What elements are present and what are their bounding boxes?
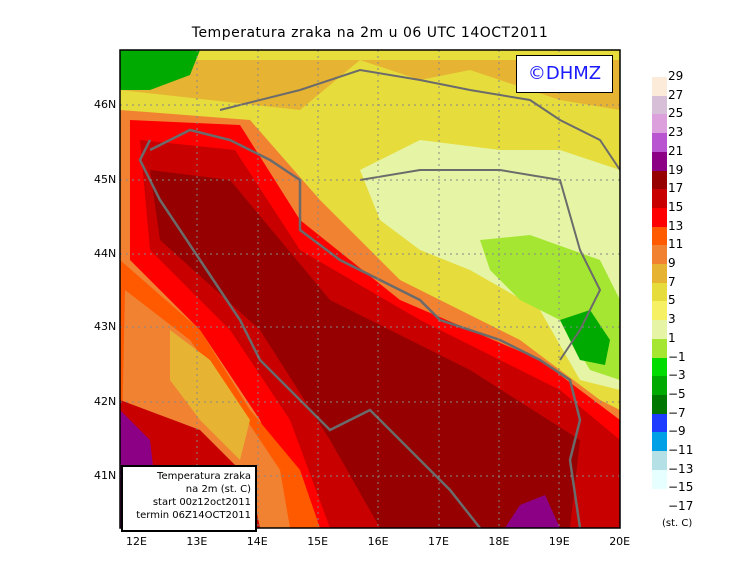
legend-swatch bbox=[652, 394, 667, 415]
legend-swatch bbox=[652, 376, 667, 396]
legend-swatch bbox=[652, 320, 667, 340]
y-tick-label: 42N bbox=[94, 395, 117, 408]
legend-swatch bbox=[652, 207, 667, 228]
dhmz-logo: ©DHMZ bbox=[516, 55, 613, 93]
legend-swatch bbox=[652, 432, 667, 452]
legend-label: 23 bbox=[668, 125, 684, 140]
map-frame bbox=[119, 49, 621, 529]
legend-swatch bbox=[652, 357, 667, 377]
y-tick-label: 43N bbox=[94, 320, 117, 333]
legend-swatch bbox=[652, 170, 667, 190]
info-line: Temperatura zraka bbox=[157, 471, 251, 482]
legend-label: −7 bbox=[668, 405, 686, 420]
legend-label: 19 bbox=[668, 162, 684, 177]
info-box: Temperatura zraka na 2m (st. C) start 00… bbox=[121, 465, 257, 532]
legend-swatch bbox=[652, 226, 667, 246]
field-inland-green-dark bbox=[560, 310, 610, 365]
border-bosnia bbox=[359, 169, 602, 361]
x-tick-label: 14E bbox=[246, 535, 268, 548]
info-line: na 2m (st. C) bbox=[185, 484, 251, 495]
legend-swatch bbox=[652, 469, 667, 489]
legend-label: −11 bbox=[668, 443, 694, 457]
y-tick-label: 41N bbox=[94, 469, 117, 482]
field-italy-yellow bbox=[170, 330, 250, 460]
coastline-italy bbox=[138, 139, 481, 528]
legend-unit: (st. C) bbox=[662, 518, 693, 529]
legend-swatch bbox=[652, 413, 667, 433]
graticule bbox=[120, 50, 620, 528]
field-nw-green bbox=[120, 50, 200, 90]
legend-label: 27 bbox=[668, 87, 684, 102]
legend-swatch bbox=[652, 264, 667, 284]
legend-label: 25 bbox=[668, 106, 684, 121]
field-inland-warm bbox=[120, 60, 620, 110]
legend-label: 9 bbox=[668, 256, 676, 270]
legend-label: −1 bbox=[668, 349, 686, 364]
legend-swatch bbox=[652, 95, 667, 115]
legend-label: 11 bbox=[668, 237, 684, 252]
legend-label: −9 bbox=[668, 424, 686, 439]
field-purple-se bbox=[505, 495, 560, 528]
legend-swatch bbox=[652, 151, 667, 171]
legend-label: 13 bbox=[668, 218, 684, 233]
x-tick-label: 17E bbox=[428, 535, 449, 548]
border-inland bbox=[219, 68, 620, 171]
legend-label: 5 bbox=[668, 293, 676, 308]
field-sea-darkest bbox=[150, 170, 580, 528]
y-tick-label: 44N bbox=[94, 247, 117, 260]
legend-swatch bbox=[652, 245, 667, 265]
legend-label: −17 bbox=[668, 499, 694, 514]
x-tick-label: 19E bbox=[548, 535, 570, 548]
legend-swatch bbox=[652, 77, 667, 97]
legend-label: 15 bbox=[668, 199, 684, 214]
x-tick-label: 13E bbox=[186, 535, 208, 548]
legend-swatch bbox=[652, 338, 667, 358]
map-title: Temperatura zraka na 2m u 06 UTC 14OCT20… bbox=[191, 25, 549, 41]
legend-swatch bbox=[652, 282, 667, 302]
legend-label: 7 bbox=[668, 274, 676, 289]
legend-label: −3 bbox=[668, 368, 686, 383]
legend-swatch bbox=[652, 301, 667, 321]
legend-swatch bbox=[652, 133, 667, 153]
info-line: start 00z12oct2011 bbox=[152, 497, 251, 508]
legend-swatch bbox=[652, 189, 667, 209]
y-tick-label: 45N bbox=[94, 173, 117, 186]
legend-label: 1 bbox=[668, 330, 676, 345]
x-tick-label: 20E bbox=[609, 535, 631, 548]
legend-label: −13 bbox=[668, 461, 694, 476]
info-line: termin 06Z14OCT2011 bbox=[136, 510, 251, 521]
legend-label: −15 bbox=[668, 480, 694, 495]
legend-label: 17 bbox=[668, 181, 684, 196]
legend-swatch bbox=[652, 114, 667, 134]
legend-label: 21 bbox=[668, 143, 684, 158]
x-tick-label: 16E bbox=[367, 535, 389, 548]
legend-label: 29 bbox=[668, 69, 684, 83]
legend-label: 3 bbox=[668, 312, 676, 327]
x-tick-label: 15E bbox=[307, 535, 329, 548]
legend-label: −5 bbox=[668, 386, 686, 401]
y-tick-label: 46N bbox=[94, 98, 117, 111]
x-tick-label: 18E bbox=[488, 535, 510, 548]
x-tick-label: 12E bbox=[126, 535, 147, 548]
legend-swatch bbox=[652, 451, 667, 471]
coastline-east bbox=[149, 128, 582, 528]
